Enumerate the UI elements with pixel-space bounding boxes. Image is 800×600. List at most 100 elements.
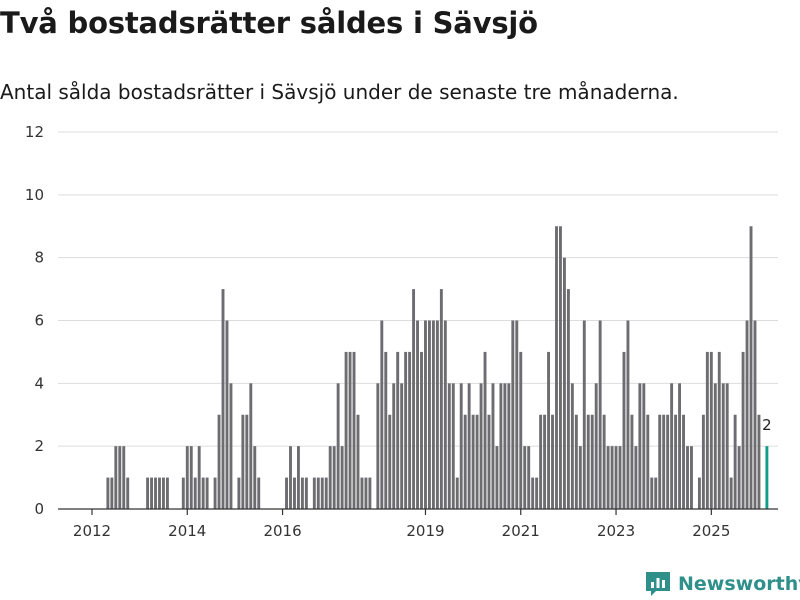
bar: [634, 446, 638, 509]
bar: [400, 383, 404, 509]
bar: [737, 446, 741, 509]
bars: [106, 226, 769, 509]
annotations: 2: [762, 416, 772, 434]
bar: [241, 414, 245, 509]
bar: [213, 477, 217, 509]
bar: [451, 383, 455, 509]
bar: [507, 383, 511, 509]
bar: [713, 383, 717, 509]
bar: [146, 477, 150, 509]
bar: [574, 414, 578, 509]
bar: [741, 351, 745, 509]
bar: [205, 477, 209, 509]
bar: [392, 383, 396, 509]
bar: [408, 351, 412, 509]
bar: [324, 477, 328, 509]
bar: [499, 383, 503, 509]
bar: [348, 351, 352, 509]
bar: [543, 414, 547, 509]
bar: [753, 320, 757, 509]
bar: [253, 446, 257, 509]
bar: [197, 446, 201, 509]
y-tick-label: 6: [34, 312, 44, 330]
bar: [475, 414, 479, 509]
bar: [658, 414, 662, 509]
x-tick-label: 2012: [73, 522, 111, 540]
bar: [356, 414, 360, 509]
bar: [666, 414, 670, 509]
bar: [757, 414, 761, 509]
bar: [431, 320, 435, 509]
bar: [455, 477, 459, 509]
bar: [412, 289, 416, 509]
bar: [539, 414, 543, 509]
bar: [598, 320, 602, 509]
bar: [225, 320, 229, 509]
bar: [185, 446, 189, 509]
bar: [380, 320, 384, 509]
bar: [162, 477, 165, 509]
bar: [630, 414, 634, 509]
bar: [626, 320, 630, 509]
bar: [697, 477, 701, 509]
bar: [118, 446, 122, 509]
y-tick-label: 10: [25, 186, 44, 204]
bar: [110, 477, 114, 509]
bar: [690, 446, 693, 509]
bar: [733, 414, 737, 509]
bar: [467, 383, 471, 509]
bar: [717, 351, 721, 509]
y-tick-label: 0: [34, 500, 44, 518]
bar: [602, 414, 606, 509]
bar: [320, 477, 324, 509]
bar: [304, 477, 308, 509]
bar: [312, 477, 316, 509]
bar: [515, 320, 519, 509]
bar: [570, 383, 574, 509]
bar: [562, 257, 566, 509]
bar: [435, 320, 439, 509]
bar: [483, 351, 487, 509]
bar: [257, 477, 261, 509]
x-tick-label: 2016: [263, 522, 301, 540]
bar: [495, 446, 499, 509]
chart-subtitle: Antal sålda bostadsrätter i Sävsjö under…: [0, 80, 679, 104]
bar: [503, 383, 507, 509]
bar: [459, 383, 463, 509]
bar: [662, 414, 666, 509]
bar: [181, 477, 185, 509]
x-tick-label: 2023: [597, 522, 635, 540]
bar: [245, 414, 249, 509]
newsworthy-logo-icon: [646, 572, 670, 596]
bar: [364, 477, 368, 509]
bar: [289, 446, 292, 509]
bar: [126, 477, 130, 509]
bar: [189, 446, 193, 509]
bar: [201, 477, 205, 509]
bar: [471, 414, 475, 509]
bar: [646, 414, 650, 509]
bar: [316, 477, 320, 509]
bar: [638, 383, 642, 509]
x-tick-label: 2019: [406, 522, 444, 540]
bar: [701, 414, 705, 509]
y-tick-label: 2: [34, 437, 44, 455]
bar-value-label: 2: [762, 416, 772, 434]
highlighted-bar: [765, 446, 769, 509]
y-tick-label: 12: [25, 123, 44, 141]
bar: [360, 477, 364, 509]
x-tick-label: 2025: [692, 522, 730, 540]
bar: [328, 446, 332, 509]
bar: [578, 446, 582, 509]
bar: [487, 414, 491, 509]
chart-title: Två bostadsrätter såldes i Sävsjö: [0, 6, 538, 40]
newsworthy-logo-text: Newsworthy: [678, 573, 800, 595]
bar: [296, 446, 300, 509]
y-tick-label: 8: [34, 249, 44, 267]
bar: [249, 383, 253, 509]
bar: [336, 383, 340, 509]
bar: [368, 477, 372, 509]
bar: [396, 351, 400, 509]
bar: [590, 414, 594, 509]
bar: [158, 477, 161, 509]
